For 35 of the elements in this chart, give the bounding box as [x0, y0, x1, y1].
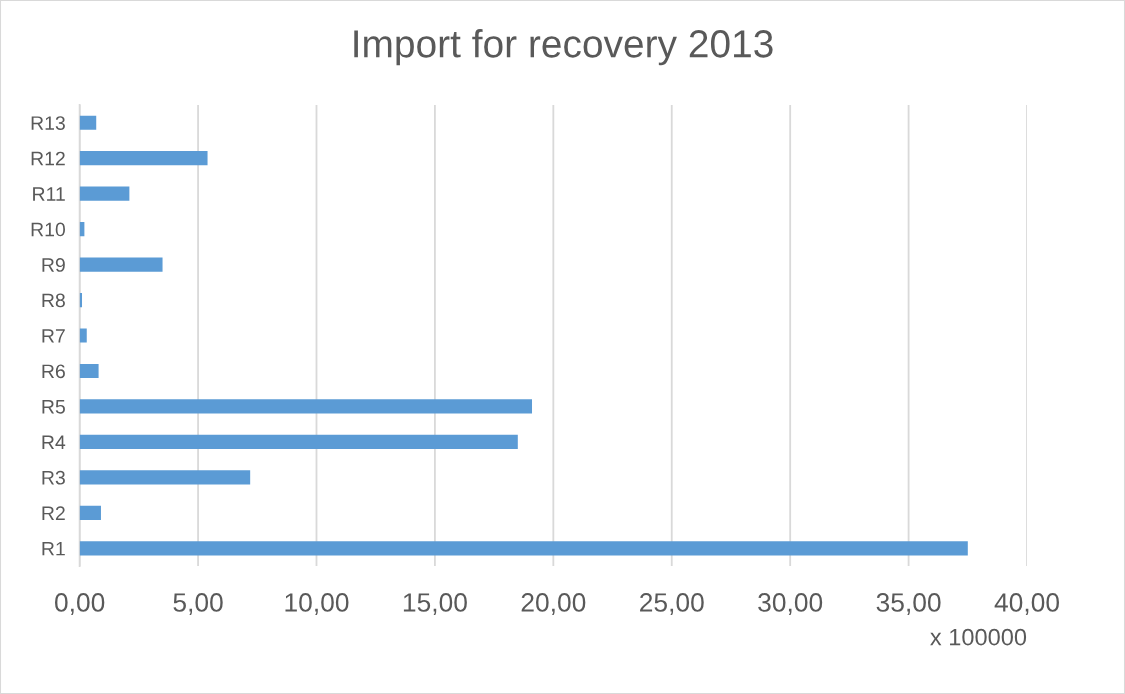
y-tick-label: R3	[42, 470, 65, 485]
y-tick-label: R4	[42, 435, 66, 449]
x-tick-label: 30,00	[758, 593, 823, 615]
bar	[79, 151, 208, 166]
chart-title: Import for recovery 2013	[354, 29, 773, 66]
x-tick-label: 15,00	[403, 593, 467, 615]
x-tick-label: 0,00	[55, 593, 105, 615]
bar	[79, 505, 101, 520]
y-tick-label: R7	[42, 329, 65, 343]
y-tick-label: R2	[42, 506, 65, 520]
x-axis-title: x 100000	[930, 628, 1027, 646]
y-tick-label: R8	[42, 293, 65, 308]
y-tick-label: R9	[42, 258, 65, 272]
bar	[79, 257, 163, 272]
bar	[79, 363, 99, 379]
y-tick-label: R5	[42, 400, 65, 414]
x-tick-label: 25,00	[640, 593, 704, 615]
y-tick-label: R1	[42, 541, 65, 556]
y-tick-label: R6	[42, 364, 65, 379]
x-tick-label: 10,00	[285, 593, 349, 615]
x-tick-label: 40,00	[994, 593, 1059, 615]
y-tick-label: R13	[31, 116, 65, 130]
x-tick-label: 35,00	[876, 593, 941, 615]
bar	[79, 186, 130, 201]
bar	[79, 328, 87, 343]
y-tick-label: R12	[31, 151, 65, 166]
y-tick-label: R11	[33, 187, 65, 201]
bar	[79, 399, 533, 414]
bar	[79, 470, 251, 485]
bar	[79, 541, 968, 556]
bar	[79, 115, 97, 130]
bar	[79, 434, 518, 449]
x-tick-label: 20,00	[521, 593, 586, 615]
x-tick-label: 5,00	[173, 593, 223, 615]
y-tick-label: R10	[31, 222, 65, 237]
